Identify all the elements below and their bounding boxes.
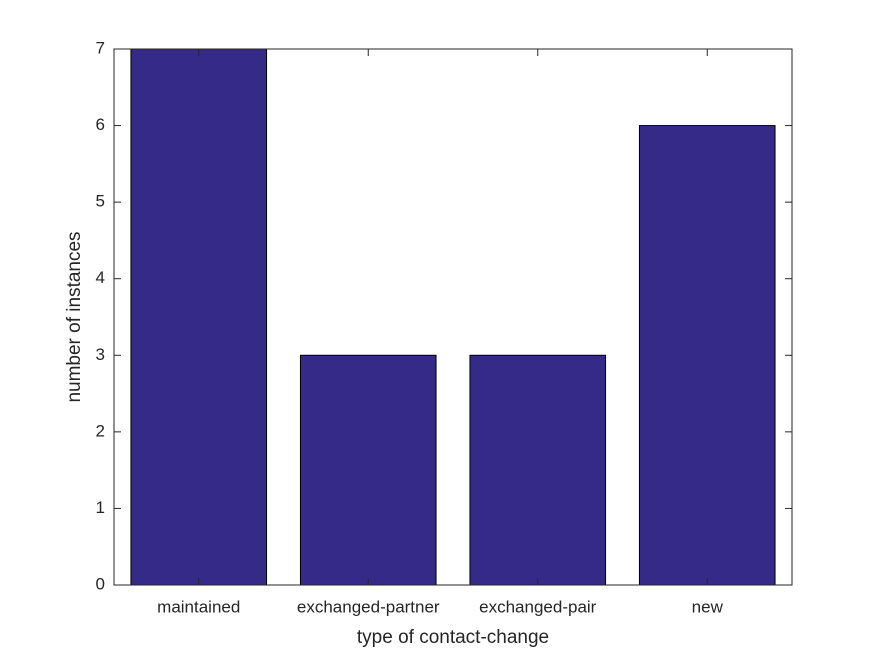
bar [299, 354, 437, 586]
x-axis-label: type of contact-change [357, 627, 549, 648]
bar [130, 48, 268, 586]
y-tick-label: 1 [96, 498, 105, 517]
x-tick-label: exchanged-pair [479, 597, 597, 616]
x-tick-label: exchanged-partner [297, 597, 440, 616]
y-tick-label: 7 [96, 38, 105, 57]
plot-frame [113, 48, 793, 586]
y-axis-label: number of instances [64, 231, 85, 402]
y-tick-label: 2 [96, 421, 105, 440]
bar [638, 125, 776, 586]
x-tick-label: maintained [157, 597, 240, 616]
y-tick-label: 0 [96, 574, 105, 593]
x-tick-label: new [692, 597, 724, 616]
y-tick-label: 6 [96, 115, 105, 134]
bar [469, 354, 607, 586]
y-tick-label: 5 [96, 192, 105, 211]
y-tick-label: 3 [96, 345, 105, 364]
y-tick-label: 4 [96, 268, 105, 287]
